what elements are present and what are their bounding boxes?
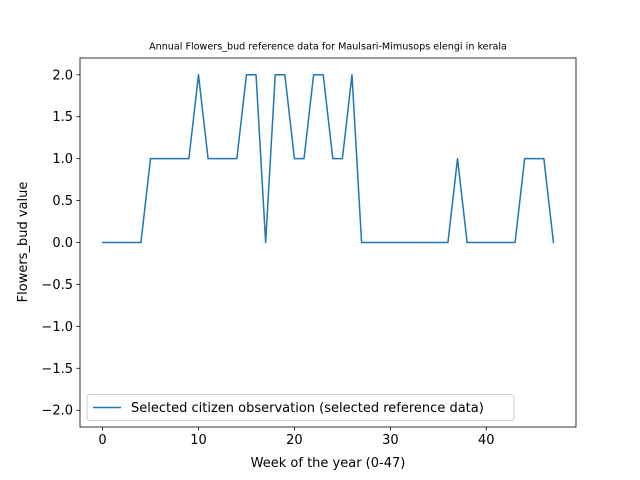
y-tick-label: −1.5 bbox=[41, 362, 73, 377]
x-axis-label: Week of the year (0-47) bbox=[251, 456, 406, 471]
y-tick-label: 0.5 bbox=[52, 194, 73, 209]
x-tick-label: 40 bbox=[478, 433, 495, 448]
legend-label: Selected citizen observation (selected r… bbox=[131, 401, 484, 416]
y-axis: −2.0 −1.5 −1.0 −0.5 0.0 0.5 1.0 1.5 2.0 bbox=[41, 68, 80, 419]
x-tick-label: 10 bbox=[190, 433, 207, 448]
y-tick-label: 1.0 bbox=[52, 152, 73, 167]
y-tick-label: −0.5 bbox=[41, 278, 73, 293]
y-tick-label: −1.0 bbox=[41, 320, 73, 335]
y-tick-label: 1.5 bbox=[52, 110, 73, 125]
series-line bbox=[101, 74, 555, 244]
x-axis: 0 10 20 30 40 bbox=[98, 427, 495, 448]
legend-box bbox=[86, 394, 515, 421]
y-axis-label: Flowers_bud value bbox=[16, 182, 31, 303]
chart-title: Annual Flowers_bud reference data for Ma… bbox=[149, 42, 507, 53]
x-tick-label: 20 bbox=[286, 433, 303, 448]
x-tick-label: 0 bbox=[98, 433, 106, 448]
y-tick-label: 0.0 bbox=[52, 236, 73, 251]
legend: Selected citizen observation (selected r… bbox=[86, 394, 515, 421]
y-tick-label: 2.0 bbox=[52, 68, 73, 83]
x-tick-label: 30 bbox=[382, 433, 399, 448]
plot-area bbox=[101, 74, 555, 244]
y-tick-label: −2.0 bbox=[41, 404, 73, 419]
